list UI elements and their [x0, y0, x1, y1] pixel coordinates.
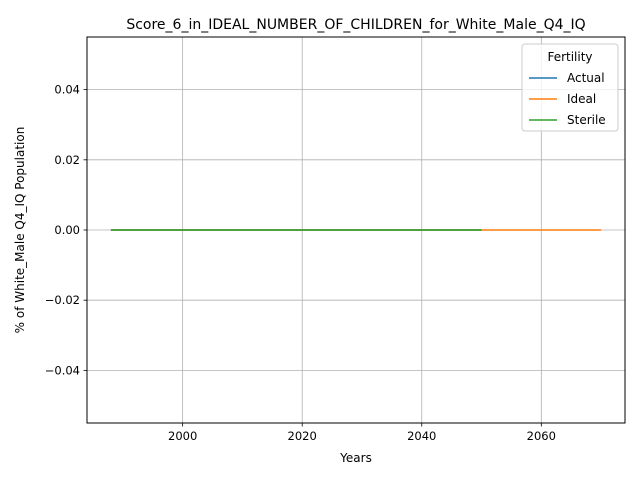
x-tick-label: 2000	[168, 429, 197, 443]
legend: Fertility Actual Ideal Sterile	[521, 43, 619, 132]
y-tick-label: 0.00	[54, 223, 80, 237]
legend-title: Fertility	[547, 50, 592, 64]
y-tick-label: 0.02	[54, 153, 80, 167]
y-axis-label: % of White_Male Q4_IQ Population	[13, 127, 27, 334]
legend-box	[521, 43, 619, 132]
chart-title: Score_6_in_IDEAL_NUMBER_OF_CHILDREN_for_…	[126, 17, 585, 33]
legend-label-ideal: Ideal	[567, 92, 596, 106]
x-tick-label: 2060	[527, 429, 556, 443]
x-tick-label: 2020	[288, 429, 317, 443]
y-tick-label: 0.04	[54, 83, 80, 97]
x-axis-label: Years	[339, 451, 372, 465]
y-tick-label: −0.02	[45, 293, 80, 307]
x-tick-label: 2040	[407, 429, 436, 443]
legend-label-sterile: Sterile	[567, 113, 606, 127]
legend-entries: Actual Ideal Sterile	[529, 71, 606, 127]
y-axis-ticks: −0.04 −0.02 0.00 0.02 0.04	[45, 83, 87, 377]
x-axis-ticks: 2000 2020 2040 2060	[168, 423, 556, 443]
legend-label-actual: Actual	[567, 71, 605, 85]
y-tick-label: −0.04	[45, 363, 80, 377]
